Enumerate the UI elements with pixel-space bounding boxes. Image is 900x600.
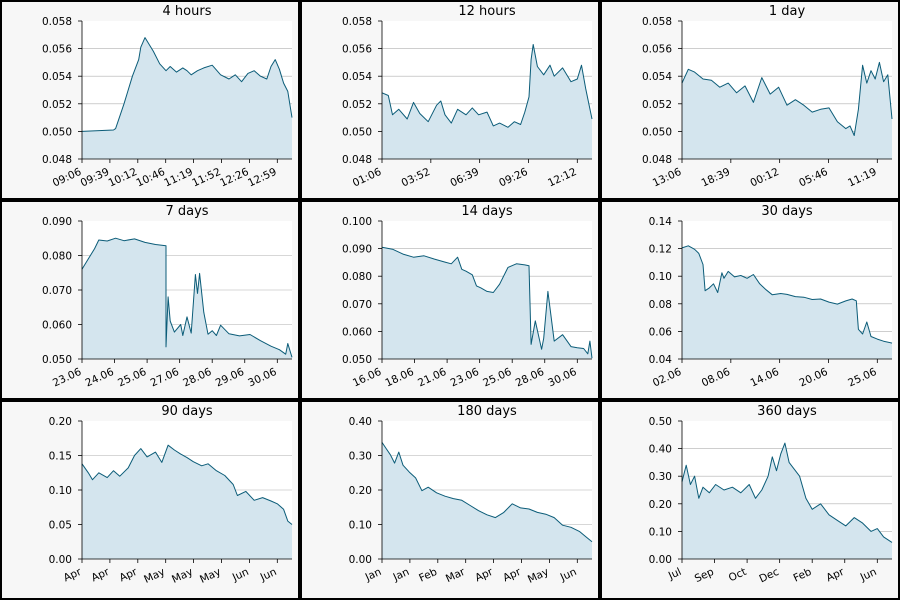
chart-title: 1 day [769, 4, 806, 19]
y-tick-label: 0.052 [42, 99, 72, 111]
chart-title: 7 days [165, 204, 208, 219]
y-tick-label: 0.40 [349, 416, 372, 428]
y-tick-label: 0.048 [642, 154, 672, 166]
y-tick-label: 0.00 [349, 554, 372, 566]
y-tick-label: 0.060 [42, 320, 72, 332]
series-line [81, 444, 293, 525]
series-area [82, 238, 292, 359]
series-area [682, 62, 892, 159]
y-tick-label: 0.070 [342, 299, 372, 311]
y-tick-label: 0.10 [649, 271, 672, 283]
y-tick-label: 0.40 [649, 444, 672, 456]
y-tick-label: 0.058 [42, 16, 72, 28]
y-tick-label: 0.20 [349, 485, 372, 497]
y-tick-label: 0.30 [349, 451, 372, 463]
y-tick-label: 0.056 [642, 44, 672, 56]
series-line [381, 44, 593, 128]
y-tick-label: 0.052 [342, 99, 372, 111]
series-line [81, 37, 293, 132]
y-tick-label: 0.06 [649, 326, 673, 338]
chart-title: 30 days [761, 204, 813, 219]
y-tick-label: 0.050 [342, 126, 372, 138]
y-tick-label: 0.100 [342, 216, 372, 228]
y-tick-label: 0.10 [49, 485, 72, 497]
y-tick-label: 0.050 [342, 354, 372, 366]
series-area [682, 443, 892, 559]
x-tick-label: Jul [666, 566, 683, 583]
y-tick-label: 0.054 [42, 71, 72, 83]
y-tick-label: 0.04 [649, 354, 673, 366]
chart-panel: 4 hours0.0480.0500.0520.0540.0560.05809:… [0, 0, 300, 200]
y-tick-label: 0.048 [42, 154, 72, 166]
y-tick-label: 0.00 [49, 554, 72, 566]
y-tick-label: 0.30 [649, 471, 672, 483]
series-line [681, 442, 893, 543]
chart-title: 180 days [457, 404, 517, 419]
y-tick-label: 0.058 [342, 16, 372, 28]
chart-title: 12 hours [458, 4, 515, 19]
y-tick-label: 0.056 [342, 44, 372, 56]
y-tick-label: 0.052 [642, 99, 672, 111]
y-tick-label: 0.054 [342, 71, 372, 83]
y-tick-label: 0.080 [42, 251, 72, 263]
y-tick-label: 0.048 [342, 154, 372, 166]
y-tick-label: 0.050 [42, 354, 72, 366]
y-tick-label: 0.10 [349, 520, 372, 532]
series-area [82, 37, 292, 159]
y-tick-label: 0.50 [649, 416, 672, 428]
y-tick-label: 0.14 [649, 216, 673, 228]
series-line [381, 442, 593, 543]
y-tick-label: 0.20 [49, 416, 72, 428]
y-tick-label: 0.05 [49, 520, 72, 532]
chart-title: 360 days [757, 404, 817, 419]
y-tick-label: 0.060 [342, 326, 372, 338]
series-area [382, 247, 592, 359]
y-tick-label: 0.20 [649, 499, 672, 511]
chart-title: 14 days [461, 204, 513, 219]
series-area [682, 245, 892, 359]
chart-panel: 1 day0.0480.0500.0520.0540.0560.05813:06… [600, 0, 900, 200]
y-tick-label: 0.00 [649, 554, 672, 566]
y-tick-label: 0.050 [42, 126, 72, 138]
series-line [81, 237, 293, 358]
y-tick-label: 0.15 [49, 451, 72, 463]
y-tick-label: 0.056 [42, 44, 72, 56]
chart-title: 90 days [161, 404, 213, 419]
y-tick-label: 0.050 [642, 126, 672, 138]
series-area [82, 445, 292, 559]
y-tick-label: 0.08 [649, 299, 672, 311]
y-tick-label: 0.058 [642, 16, 672, 28]
series-area [382, 442, 592, 559]
y-tick-label: 0.090 [342, 244, 372, 256]
series-area [382, 44, 592, 159]
y-tick-label: 0.10 [649, 526, 672, 538]
y-tick-label: 0.080 [342, 271, 372, 283]
y-tick-label: 0.054 [642, 71, 672, 83]
series-line [681, 61, 893, 136]
chart-panel: 14 days0.0500.0600.0700.0800.0900.10016.… [300, 200, 600, 400]
y-tick-label: 0.12 [649, 244, 672, 256]
series-line [681, 245, 893, 344]
series-line [381, 246, 593, 359]
chart-panel: 12 hours0.0480.0500.0520.0540.0560.05801… [300, 0, 600, 200]
y-tick-label: 0.090 [42, 216, 72, 228]
chart-title: 4 hours [163, 4, 212, 19]
y-tick-label: 0.070 [42, 285, 72, 297]
